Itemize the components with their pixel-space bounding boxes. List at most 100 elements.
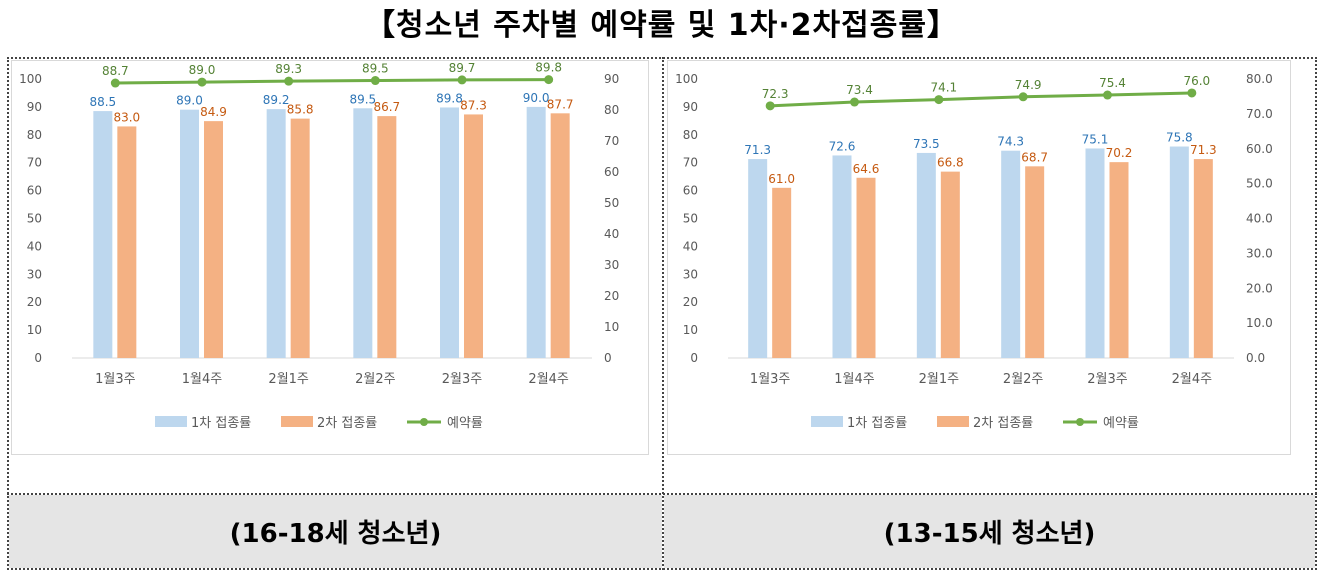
data-label: 89.8 xyxy=(436,91,463,105)
data-label: 89.0 xyxy=(176,94,203,108)
data-label: 89.0 xyxy=(189,63,216,77)
page-title: 【청소년 주차별 예약률 및 1차·2차접종률】 xyxy=(365,8,958,43)
data-label: 74.3 xyxy=(997,135,1024,149)
right-axis-tick-label: 50.0 xyxy=(1246,177,1273,191)
legend-label: 예약률 xyxy=(1103,416,1139,431)
bar-dose2 xyxy=(464,114,483,358)
chart-13-15: 0 10 20 30 40 50 60 70 80 90 100 0.0 10.0 20.0 30.0 40.… xyxy=(675,72,1273,431)
category-label: 2월2주 xyxy=(1003,372,1044,387)
reservation-rate-line xyxy=(115,78,549,85)
bar-dose1 xyxy=(1085,148,1105,358)
chart-16-18: 0 10 20 30 40 50 60 70 80 90 100 0 10 20 30 40 50 60 70 80 9… xyxy=(19,61,619,431)
data-label: 70.2 xyxy=(1106,146,1133,160)
bar-dose2 xyxy=(1193,159,1213,358)
right-axis-tick-label: 10 xyxy=(604,320,619,334)
left-axis-tick-label: 10 xyxy=(683,323,698,337)
reservation-rate-point xyxy=(544,75,554,85)
data-label: 89.7 xyxy=(449,61,476,75)
bar-dose2 xyxy=(940,171,960,358)
bar-dose1 xyxy=(266,109,286,358)
left-axis-tick-label: 30 xyxy=(27,267,42,281)
data-label: 72.6 xyxy=(829,139,856,153)
right-axis-tick-label: 30.0 xyxy=(1246,246,1273,260)
legend-marker xyxy=(420,418,428,426)
data-label: 87.3 xyxy=(460,98,487,112)
chart-panel-13-15: 0 10 20 30 40 50 60 70 80 90 100 0.0 10.0 20.0 30.0 40.… xyxy=(667,60,1291,455)
left-axis-tick-label: 70 xyxy=(683,156,698,170)
data-label: 66.8 xyxy=(937,156,964,170)
bar-dose1 xyxy=(180,109,199,358)
left-axis-tick-label: 50 xyxy=(27,212,42,226)
reservation-rate-point xyxy=(457,75,467,85)
left-axis-tick-label: 30 xyxy=(683,267,698,281)
data-label: 61.0 xyxy=(768,172,795,186)
data-label: 76.0 xyxy=(1183,74,1210,88)
category-label: 2월1주 xyxy=(919,372,960,387)
category-label: 1월3주 xyxy=(750,372,791,387)
reservation-rate-point xyxy=(1103,90,1112,100)
data-label: 74.9 xyxy=(1015,78,1042,92)
right-axis-tick-label: 50 xyxy=(604,196,619,210)
right-axis-tick-label: 60 xyxy=(604,165,619,179)
right-axis-tick-label: 30 xyxy=(604,258,619,272)
data-label: 84.9 xyxy=(200,105,227,119)
bar-dose1 xyxy=(748,159,768,358)
data-label: 64.6 xyxy=(853,162,880,176)
right-axis-tick-label: 0 xyxy=(604,351,612,365)
legend-label: 예약률 xyxy=(447,416,483,431)
legend-label: 1차 접종률 xyxy=(191,416,251,431)
legend-marker xyxy=(1076,418,1084,426)
data-label: 73.5 xyxy=(913,137,940,151)
row-divider xyxy=(7,493,1317,495)
legend-label: 1차 접종률 xyxy=(847,416,907,431)
data-label: 88.7 xyxy=(102,64,129,78)
category-label: 1월4주 xyxy=(182,372,223,387)
left-axis-tick-label: 0 xyxy=(690,351,698,365)
caption-16-18: (16-18세 청소년) xyxy=(9,495,662,568)
data-label: 87.7 xyxy=(547,97,574,111)
bar-dose1 xyxy=(526,106,546,359)
legend-swatch xyxy=(811,416,843,427)
category-label: 2월4주 xyxy=(1172,372,1213,387)
right-axis-tick-label: 0.0 xyxy=(1246,351,1265,365)
bar-dose2 xyxy=(856,177,876,358)
reservation-rate-point xyxy=(765,101,775,111)
left-axis-tick-label: 60 xyxy=(683,184,698,198)
left-axis-tick-label: 0 xyxy=(34,351,42,365)
right-axis-tick-label: 70.0 xyxy=(1246,107,1273,121)
data-label: 71.3 xyxy=(744,143,771,157)
right-axis-tick-label: 20.0 xyxy=(1246,281,1273,295)
data-label: 89.5 xyxy=(349,92,376,106)
data-label: 75.1 xyxy=(1082,132,1109,146)
left-axis-tick-label: 100 xyxy=(19,72,42,86)
left-axis-tick-label: 70 xyxy=(27,156,42,170)
reservation-rate-point xyxy=(370,76,380,86)
left-axis-tick-label: 80 xyxy=(27,128,42,142)
data-label: 89.8 xyxy=(535,61,562,75)
right-axis-tick-label: 90 xyxy=(604,72,619,86)
right-axis-tick-label: 40.0 xyxy=(1246,212,1273,226)
left-axis-tick-label: 10 xyxy=(27,323,42,337)
data-label: 89.2 xyxy=(263,93,290,107)
data-label: 89.5 xyxy=(362,62,389,76)
reservation-rate-point xyxy=(110,78,120,88)
bar-dose2 xyxy=(204,121,223,358)
left-axis-tick-label: 100 xyxy=(675,72,698,86)
bar-dose2 xyxy=(117,126,137,359)
bar-dose2 xyxy=(550,113,570,358)
data-label: 68.7 xyxy=(1021,150,1048,164)
data-label: 88.5 xyxy=(89,95,116,109)
data-label: 72.3 xyxy=(762,87,789,101)
bar-dose1 xyxy=(1001,150,1021,358)
data-label: 85.8 xyxy=(287,103,314,117)
left-axis-tick-label: 20 xyxy=(27,295,42,309)
left-axis-tick-label: 40 xyxy=(683,239,698,253)
reservation-rate-point xyxy=(1018,92,1028,102)
data-label: 74.1 xyxy=(930,81,957,95)
right-axis-tick-label: 20 xyxy=(604,289,619,303)
bar-dose2 xyxy=(772,187,792,358)
left-axis-tick-label: 50 xyxy=(683,212,698,226)
data-label: 73.4 xyxy=(846,83,873,97)
bar-dose2 xyxy=(1025,166,1045,358)
right-axis-tick-label: 80.0 xyxy=(1246,72,1273,86)
